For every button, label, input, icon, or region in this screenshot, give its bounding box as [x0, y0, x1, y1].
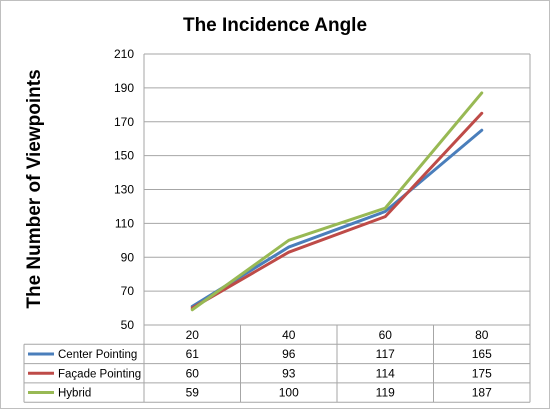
y-tick-label: 130 — [114, 183, 134, 197]
y-tick-labels: 210 190 170 150 130 110 90 70 50 — [114, 47, 134, 332]
y-tick-label: 210 — [114, 47, 134, 61]
legend-label: Façade Pointing — [58, 368, 141, 380]
chart-title: The Incidence Angle — [183, 15, 367, 36]
y-tick-label: 110 — [115, 216, 134, 230]
legend-label: Hybrid — [58, 388, 91, 400]
x-tick-label: 60 — [379, 328, 393, 342]
data-table-cell: 96 — [282, 347, 296, 361]
y-tick-label: 70 — [121, 284, 135, 298]
y-tick-label: 170 — [114, 115, 134, 129]
data-table-cell: 59 — [186, 386, 200, 400]
series-line — [190, 91, 484, 312]
data-table: 20 40 60 80 Center Pointing 61 96 117 165 Façade … — [23, 324, 531, 403]
data-table-cell: 117 — [376, 347, 395, 361]
x-tick-label: 80 — [475, 328, 489, 342]
series-lines — [190, 91, 484, 312]
data-table-cell: 187 — [472, 386, 492, 400]
y-axis-label: The Number of Viewpoints — [24, 69, 45, 308]
data-table-cell: 100 — [279, 386, 299, 400]
legend-label: Center Pointing — [58, 349, 137, 361]
data-table-cell: 61 — [186, 347, 200, 361]
x-tick-label: 20 — [186, 328, 200, 342]
y-tick-label: 90 — [121, 250, 135, 264]
x-tick-label: 40 — [282, 328, 296, 342]
y-tick-label: 190 — [114, 81, 134, 95]
data-table-cell: 165 — [472, 347, 492, 361]
y-tick-label: 50 — [121, 318, 135, 332]
y-tick-label: 150 — [114, 149, 134, 163]
data-table-cell: 119 — [376, 386, 395, 400]
data-table-cell: 175 — [472, 366, 492, 380]
series-line — [190, 111, 484, 310]
data-table-cell: 93 — [282, 366, 296, 380]
data-table-cell: 114 — [376, 366, 395, 380]
data-table-cell: 60 — [186, 366, 200, 380]
